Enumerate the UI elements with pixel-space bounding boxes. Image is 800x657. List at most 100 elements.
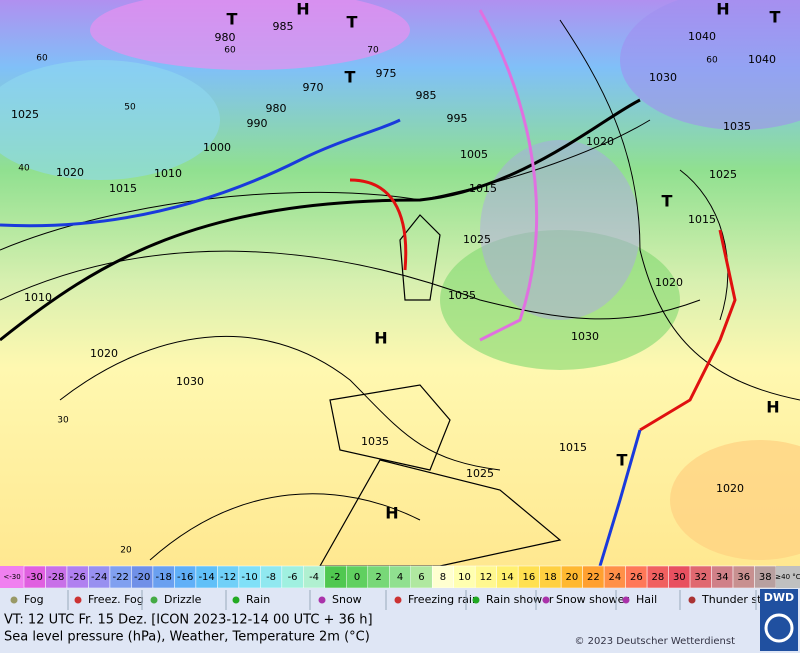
scale-label: -14 [198,572,214,583]
isobar-label: 1025 [11,108,39,121]
scale-label: -24 [91,572,107,583]
scale-label: 28 [651,572,664,583]
scale-label: 6 [418,572,424,583]
isobar-label: 1025 [466,467,494,480]
temperature-label: 30 [57,416,69,426]
temperature-scale: <-30 -30 -28 -26 -24 -22 -20 -18 -16 -14 -12 -10 -8-… [0,565,800,589]
isobar-label: 970 [303,81,324,94]
scale-cell [0,566,24,588]
pressure-center: H [716,0,729,19]
pressure-center: T [770,8,781,27]
scale-label: 32 [694,572,707,583]
isobar-label: 1020 [90,347,118,360]
scale-label: -8 [266,572,276,583]
scale-label: -12 [220,572,236,583]
scale-label: 18 [544,572,557,583]
pressure-center: H [374,329,387,348]
pressure-center: T [662,192,673,211]
legend-label: Rain shower [486,593,554,606]
isobar-label: 1030 [571,330,599,343]
isobar-label: 1020 [716,482,744,495]
scale-label: 20 [566,572,579,583]
isobar-label: 1025 [709,168,737,181]
scale-label: 8 [440,572,446,583]
isobar-label: 980 [266,102,287,115]
scale-label: 12 [480,572,493,583]
scale-label: -28 [48,572,64,583]
legend-symbol [318,596,326,604]
isobar-label: 995 [447,112,468,125]
pressure-center: T [617,451,628,470]
isobar-label: 1035 [448,289,476,302]
scale-label: 24 [608,572,621,583]
pressure-center: T [347,13,358,32]
scale-label: 0 [354,572,360,583]
footer-bg [0,612,800,653]
description: Sea level pressure (hPa), Weather, Tempe… [4,630,370,645]
scale-label: 2 [375,572,381,583]
legend-symbol [10,596,18,604]
pressure-center: H [766,398,779,417]
logo-text: DWD [764,591,794,604]
legend-symbol [472,596,480,604]
scale-label: -10 [241,572,257,583]
legend-label: Snow shower [556,593,629,606]
scale-label: -20 [134,572,150,583]
temperature-label: 60 [706,56,718,66]
isobar-label: 1035 [361,435,389,448]
map-labels: 985 980 970 975 985 995 1005 1015 1025 1035 1030 10… [11,0,781,556]
scale-label: 4 [397,572,403,583]
isobar-label: 1020 [586,135,614,148]
legend-symbol [74,596,82,604]
legend-symbol [688,596,696,604]
scale-label: 10 [458,572,471,583]
legend-symbol [150,596,158,604]
legend-label: Snow [332,593,362,606]
scale-label: -18 [155,572,171,583]
scale-end-label: <-30 [3,573,20,581]
isobar-label: 1030 [649,71,677,84]
scale-label: 16 [523,572,536,583]
isobar-label: 985 [416,89,437,102]
legend-label: Freezing rain [408,593,479,606]
isobar-label: 1035 [723,120,751,133]
scale-label: -4 [309,572,319,583]
scale-label: 30 [673,572,686,583]
isobar-label: 985 [273,20,294,33]
scale-cell [776,566,800,588]
pressure-center: H [385,504,398,523]
isobar-label: 1010 [154,167,182,180]
isobar-label: 1020 [655,276,683,289]
legend-symbol [622,596,630,604]
isobar-label: 1040 [748,53,776,66]
temperature-label: 60 [36,54,48,64]
isobar-label: 975 [376,67,397,80]
isobar-label: 1010 [24,291,52,304]
scale-label: 14 [501,572,514,583]
pressure-center: T [227,10,238,29]
scale-label: 26 [630,572,643,583]
isobar-label: 1025 [463,233,491,246]
scale-label: 38 [759,572,772,583]
isobar-label: 1015 [688,213,716,226]
isobar-label: 1015 [469,182,497,195]
isobar-label: 980 [215,31,236,44]
scale-label: -2 [331,572,341,583]
isobar-label: 1020 [56,166,84,179]
valid-time: VT: 12 UTC Fr. 15 Dez. [ICON 2023-12-14 … [4,613,373,628]
legend-symbol [394,596,402,604]
temperature-label: 50 [124,103,136,113]
temperature-label: 40 [18,164,30,174]
isobar-label: 1015 [559,441,587,454]
legend-symbol [232,596,240,604]
scale-label: -6 [288,572,298,583]
legend-label: Freez. Fog [88,593,144,606]
isobar-label: 1040 [688,30,716,43]
scale-label: 34 [716,572,729,583]
scale-label: 22 [587,572,600,583]
pressure-center: T [345,68,356,87]
scale-label: -30 [27,572,43,583]
legend-symbol [542,596,550,604]
scale-label: -26 [70,572,86,583]
